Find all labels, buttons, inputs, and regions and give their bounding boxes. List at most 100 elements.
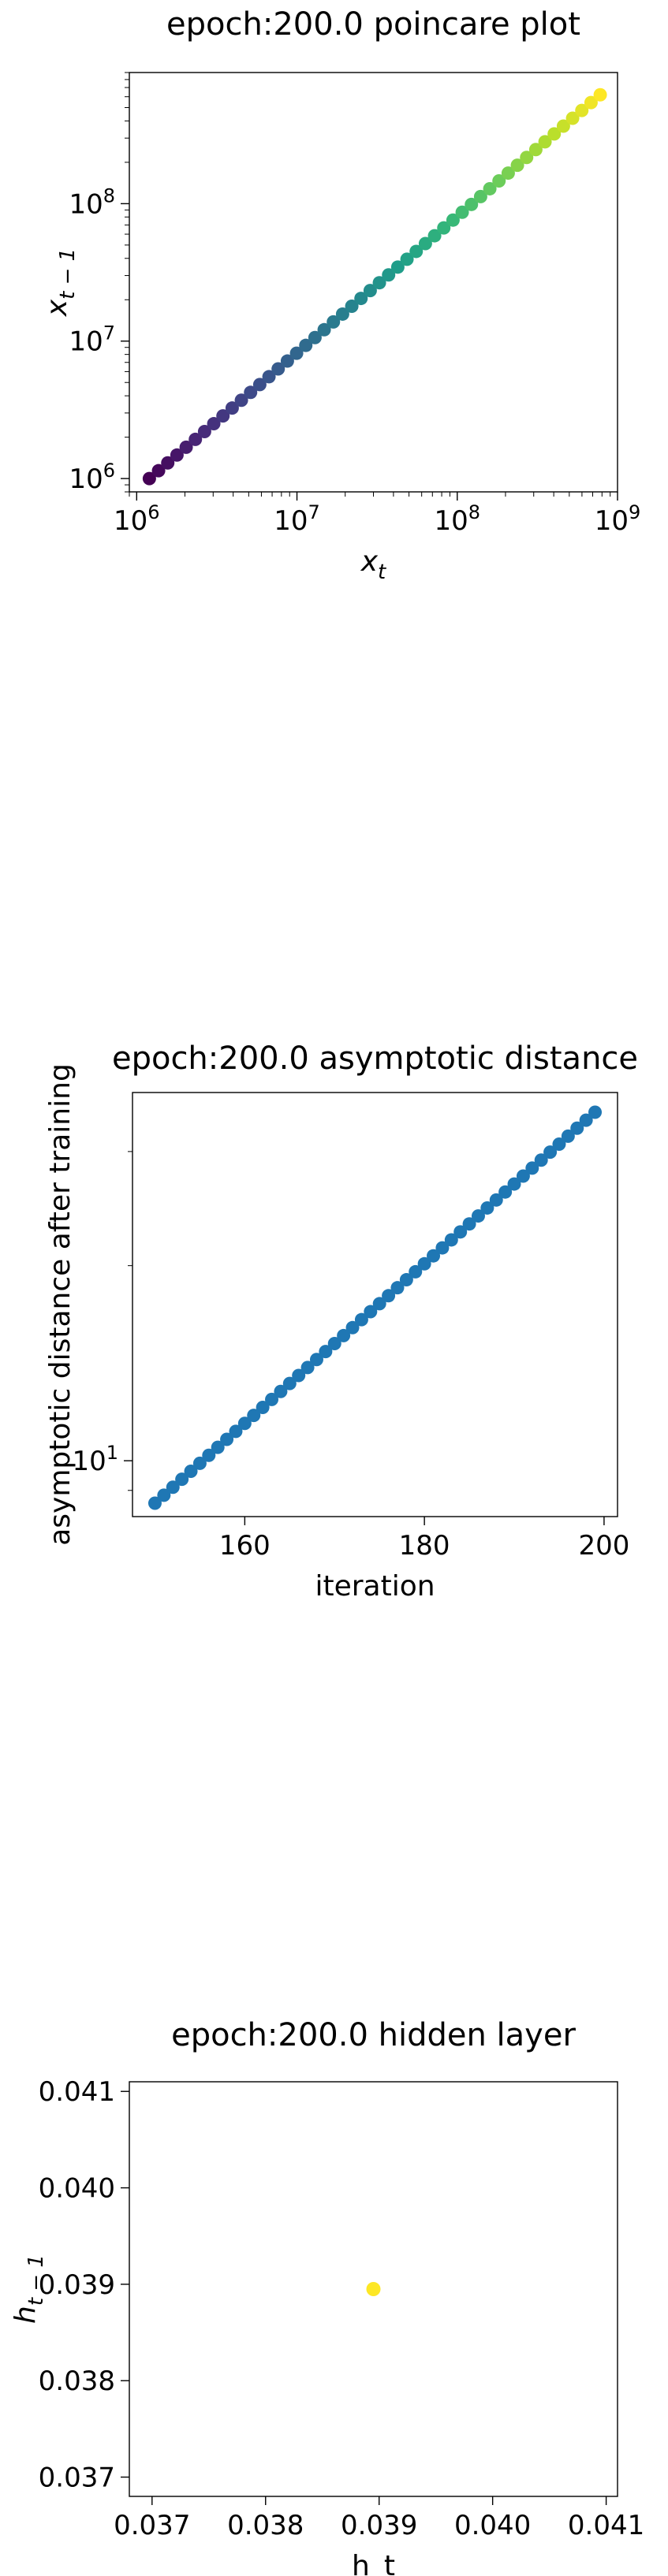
data-point xyxy=(161,456,175,470)
y-tick-label: 101 xyxy=(72,1442,118,1477)
data-point xyxy=(345,300,359,314)
data-point xyxy=(319,1345,333,1359)
x-tick-label: 109 xyxy=(595,501,641,537)
data-point xyxy=(337,1328,351,1342)
data-point xyxy=(216,409,230,423)
data-point xyxy=(565,111,580,125)
data-point xyxy=(480,1201,494,1215)
data-point xyxy=(207,417,221,431)
data-point xyxy=(271,362,285,376)
data-point xyxy=(274,1384,288,1398)
data-point xyxy=(142,471,156,486)
x-tick-label: 106 xyxy=(114,501,160,537)
x-tick-label: 0.037 xyxy=(114,2510,190,2541)
x-tick-label: 180 xyxy=(399,1530,450,1562)
data-point xyxy=(501,166,515,181)
data-point xyxy=(220,1432,234,1446)
data-point xyxy=(225,401,239,415)
data-point xyxy=(390,1281,405,1295)
y-axis-label: xt − 1 xyxy=(41,248,80,317)
data-point xyxy=(538,135,552,149)
data-point xyxy=(211,1440,225,1454)
data-point xyxy=(308,330,322,344)
data-point xyxy=(400,252,414,266)
y-tick-label: 0.037 xyxy=(39,2462,115,2494)
data-point xyxy=(534,1153,548,1167)
data-point xyxy=(437,221,451,235)
data-point xyxy=(252,378,267,392)
data-point xyxy=(575,103,589,117)
data-point xyxy=(516,1169,530,1183)
x-axis-label: h_t xyxy=(352,2550,395,2576)
data-point xyxy=(299,338,313,352)
data-point xyxy=(492,174,506,188)
hidden-layer-plot: epoch:200.0 hidden layer 0.037 0.038 0.039 0… xyxy=(9,2017,644,2576)
data-point xyxy=(335,307,349,321)
data-point xyxy=(197,424,211,438)
data-point xyxy=(556,119,570,133)
data-point xyxy=(473,189,487,203)
data-point xyxy=(345,1320,360,1335)
x-tick-label: 0.041 xyxy=(568,2510,644,2541)
x-tick-label: 107 xyxy=(274,501,320,537)
y-tick-label: 106 xyxy=(69,460,115,495)
data-point xyxy=(525,1161,539,1175)
data-point xyxy=(363,284,377,298)
x-tick-label: 160 xyxy=(219,1530,271,1562)
data-point xyxy=(282,1376,297,1390)
data-point xyxy=(237,1416,252,1431)
data-point xyxy=(528,143,543,157)
data-point xyxy=(483,181,497,195)
data-point xyxy=(543,1145,558,1160)
y-axis-label: asymptotic distance after training xyxy=(44,1063,77,1546)
y-tick-label: 107 xyxy=(69,322,115,358)
data-point xyxy=(309,1353,323,1367)
data-point xyxy=(579,1113,593,1127)
y-tick-label: 0.040 xyxy=(39,2173,115,2205)
data-point xyxy=(471,1209,485,1223)
data-point xyxy=(354,1312,368,1327)
data-point xyxy=(547,127,562,141)
data-point xyxy=(179,440,193,454)
x-tick-label: 0.038 xyxy=(227,2510,304,2541)
y-axis-label: ht − 1 xyxy=(9,2254,48,2324)
data-point xyxy=(289,346,304,360)
data-point xyxy=(444,1233,458,1247)
data-point xyxy=(498,1185,513,1199)
data-point xyxy=(229,1424,243,1439)
data-point xyxy=(418,236,432,251)
data-point xyxy=(427,229,442,243)
plot-frame xyxy=(129,2081,618,2497)
data-point xyxy=(327,1337,341,1351)
x-tick-label: 108 xyxy=(434,501,480,537)
x-axis-label: xt xyxy=(360,545,386,584)
data-point xyxy=(561,1129,575,1143)
data-point xyxy=(507,1177,521,1191)
data-point xyxy=(247,1409,261,1423)
x-tick-label: 200 xyxy=(578,1530,629,1562)
data-point xyxy=(382,268,396,282)
data-point xyxy=(455,205,469,219)
data-point xyxy=(510,158,524,173)
data-point xyxy=(465,197,479,211)
data-point xyxy=(292,1368,306,1383)
data-point xyxy=(409,244,424,259)
chart-title: epoch:200.0 poincare plot xyxy=(166,6,580,43)
data-point xyxy=(280,354,294,368)
data-point xyxy=(462,1217,476,1231)
x-tick-label: 0.039 xyxy=(341,2510,417,2541)
data-point xyxy=(170,448,184,462)
data-point xyxy=(256,1401,270,1415)
data-point xyxy=(520,151,534,165)
poincare-plot: epoch:200.0 poincare plot 106 107 108 109 106… xyxy=(41,6,640,584)
data-point xyxy=(157,1488,171,1502)
data-point xyxy=(262,370,276,384)
plot-frame xyxy=(132,1092,618,1517)
data-point xyxy=(265,1392,279,1406)
data-point xyxy=(417,1256,431,1271)
data-point xyxy=(192,1456,207,1470)
data-point xyxy=(372,1297,386,1311)
data-point xyxy=(399,1273,413,1287)
data-point xyxy=(327,315,341,329)
data-point xyxy=(151,463,166,478)
